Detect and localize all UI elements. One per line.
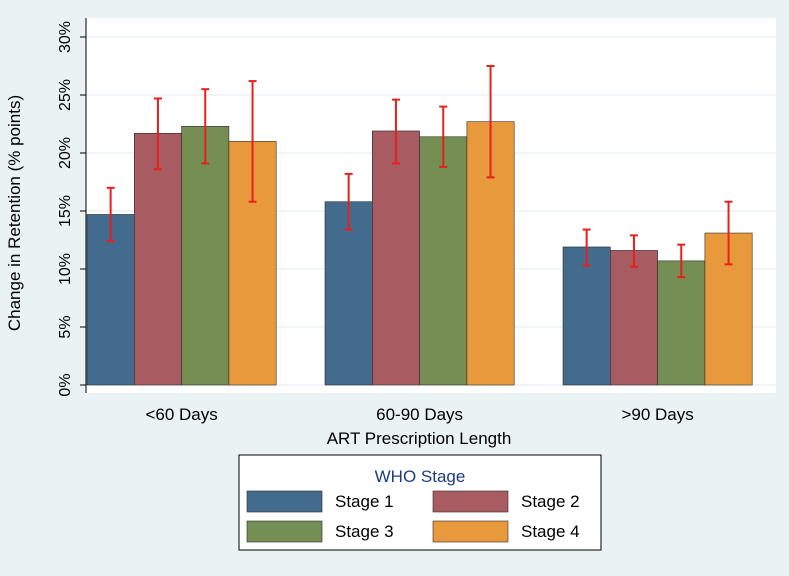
- legend-swatch: [432, 520, 509, 543]
- bar-stage-1-cat-1: [324, 201, 373, 386]
- legend: WHO Stage Stage 1 Stage 2 Stage 3 Stage 4: [238, 454, 602, 551]
- error-bar: [201, 88, 210, 165]
- error-bars: [106, 65, 733, 279]
- error-bar: [486, 65, 495, 179]
- y-axis-title: Change in Retention (% points): [5, 95, 24, 331]
- error-bar: [629, 234, 638, 268]
- bar-stage-3-cat-2: [657, 260, 706, 386]
- error-bar: [344, 172, 353, 231]
- y-tick-label: 20%: [57, 137, 74, 169]
- legend-items: Stage 1 Stage 2 Stage 3 Stage 4: [246, 490, 580, 543]
- bar-stage-3-cat-0: [181, 126, 230, 386]
- bars: [86, 121, 753, 386]
- bar-stage-2-cat-0: [134, 132, 182, 386]
- y-tick-label: 25%: [57, 79, 74, 111]
- legend-label: Stage 3: [335, 522, 394, 541]
- x-axis-title: ART Prescription Length: [327, 429, 512, 448]
- legend-swatch: [246, 490, 323, 513]
- error-bar: [439, 105, 448, 168]
- legend-title: WHO Stage: [375, 467, 466, 486]
- y-ticks: 0% 5% 10% 15% 20% 25% 30%: [57, 21, 86, 397]
- error-bar: [248, 80, 257, 203]
- y-tick-label: 0%: [57, 373, 74, 396]
- legend-swatch: [246, 520, 323, 543]
- bar-stage-2-cat-1: [371, 130, 420, 386]
- legend-label: Stage 1: [335, 492, 394, 511]
- error-bar: [391, 98, 400, 165]
- bar-stage-3-cat-1: [419, 136, 468, 386]
- error-bar: [724, 200, 733, 266]
- category-label: 60-90 Days: [376, 405, 463, 424]
- legend-label: Stage 4: [521, 522, 580, 541]
- error-bar: [677, 243, 686, 279]
- legend-swatch: [432, 490, 509, 513]
- y-tick-label: 5%: [57, 315, 74, 338]
- y-tick-label: 15%: [57, 195, 74, 227]
- bar-stage-1-cat-2: [562, 246, 611, 386]
- y-tick-label: 10%: [57, 253, 74, 285]
- category-label: >90 Days: [621, 405, 693, 424]
- category-label: <60 Days: [145, 405, 217, 424]
- category-labels: <60 Days 60-90 Days >90 Days: [145, 405, 693, 424]
- bar-stage-2-cat-2: [609, 250, 658, 386]
- legend-label: Stage 2: [521, 492, 580, 511]
- error-bar: [153, 97, 162, 171]
- y-tick-label: 30%: [57, 21, 74, 53]
- error-bar: [106, 186, 115, 243]
- error-bar: [582, 228, 591, 267]
